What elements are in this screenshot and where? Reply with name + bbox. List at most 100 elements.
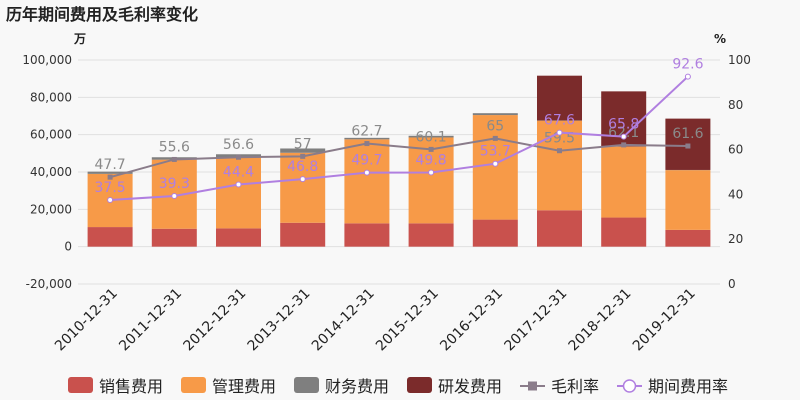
x-tick-label: 2014-12-31 <box>309 286 378 355</box>
legend-label: 管理费用 <box>212 377 276 396</box>
right-tick-label: 0 <box>728 277 736 291</box>
series-marker <box>171 192 178 199</box>
bar-segment <box>151 228 197 247</box>
series-marker <box>107 197 114 203</box>
legend[interactable]: 销售费用 管理费用 财务费用 研发费用 毛利率 期间费用率 <box>68 377 728 396</box>
series-marker <box>557 148 562 154</box>
x-tick-label: 2016-12-31 <box>437 286 506 355</box>
legend-swatch <box>68 377 93 393</box>
series-marker <box>492 135 498 141</box>
data-label: 55.6 <box>159 139 190 155</box>
legend-label: 期间费用率 <box>648 377 728 396</box>
series-marker <box>299 176 306 183</box>
legend-swatch <box>181 377 206 393</box>
bar-segment <box>280 148 326 153</box>
data-label: 60.1 <box>416 129 447 145</box>
series-marker <box>236 154 241 160</box>
bar-segment <box>87 171 133 174</box>
x-tick-label: 2011-12-31 <box>116 286 185 355</box>
data-label: 53.7 <box>480 144 511 160</box>
bar-segment <box>537 75 582 121</box>
series-marker <box>300 153 306 159</box>
x-tick-label: 2019-12-31 <box>630 286 699 355</box>
right-axis-ticks: 0 20 40 60 80 100 <box>728 53 751 291</box>
bar-segment <box>216 157 261 229</box>
series-line <box>109 137 688 179</box>
right-tick-label: 60 <box>728 143 743 157</box>
series-marker <box>620 133 627 140</box>
legend-swatch-marker <box>528 381 537 391</box>
data-label: 61.6 <box>672 126 703 142</box>
x-tick-label: 2010-12-31 <box>52 286 121 355</box>
bar-segment <box>216 228 261 247</box>
data-label: 59.5 <box>544 131 575 147</box>
bar-segment <box>344 223 390 247</box>
bar-segment <box>280 152 326 223</box>
data-label: 62.7 <box>351 124 382 140</box>
data-label: 37.5 <box>95 180 126 196</box>
bar-segment <box>537 120 582 211</box>
data-label: 46.8 <box>287 159 318 175</box>
bar-segment <box>472 113 518 116</box>
left-tick-label: 40,000 <box>30 165 72 179</box>
series-marker <box>684 73 691 80</box>
right-tick-label: 40 <box>728 187 743 201</box>
left-tick-label: 100,000 <box>22 53 72 67</box>
bar-segment <box>344 137 390 140</box>
x-tick-label: 2013-12-31 <box>245 286 314 355</box>
data-label: 56.6 <box>223 137 254 153</box>
data-label: 44.4 <box>223 165 254 181</box>
right-axis-unit: % <box>714 32 726 46</box>
legend-swatch <box>294 377 319 393</box>
x-axis-ticks: 2010-12-312011-12-312012-12-312013-12-31… <box>52 286 699 355</box>
right-tick-label: 80 <box>728 98 743 112</box>
data-label: 65 <box>486 118 504 134</box>
left-tick-label: 20,000 <box>30 202 72 216</box>
bar-segment <box>280 222 326 247</box>
series-marker <box>621 142 627 148</box>
bar-segment <box>87 227 133 247</box>
x-tick-label: 2015-12-31 <box>373 286 442 355</box>
left-tick-label: -20,000 <box>26 277 72 291</box>
chart-title: 历年期间费用及毛利率变化 <box>6 5 198 24</box>
data-label: 92.6 <box>672 57 703 73</box>
left-tick-label: 0 <box>64 240 72 254</box>
x-tick-label: 2018-12-31 <box>566 286 635 355</box>
bar-segment <box>472 115 518 220</box>
series-marker <box>685 143 691 149</box>
series-line <box>110 75 689 201</box>
bar-segment <box>601 217 647 247</box>
legend-swatch-marker <box>622 379 637 393</box>
series-marker <box>171 156 177 162</box>
bar-segment <box>665 170 711 230</box>
bar-segment <box>408 135 454 138</box>
data-label: 57 <box>294 136 312 152</box>
series-marker <box>363 169 370 176</box>
data-label: 47.7 <box>95 157 126 173</box>
left-axis-ticks: -20,000 0 20,000 40,000 60,000 80,000 100,000 <box>22 53 72 291</box>
series-marker <box>364 141 370 147</box>
legend-swatch <box>407 377 432 393</box>
series-marker <box>556 129 563 136</box>
data-label: 49.8 <box>416 152 447 168</box>
left-tick-label: 60,000 <box>30 128 72 142</box>
data-label: 39.3 <box>159 176 190 192</box>
legend-label: 研发费用 <box>438 377 502 396</box>
right-tick-label: 20 <box>728 232 743 246</box>
left-tick-label: 80,000 <box>30 90 72 104</box>
bar-segment <box>537 210 582 247</box>
data-label: 67.6 <box>544 113 575 129</box>
x-tick-label: 2012-12-31 <box>180 286 249 355</box>
data-label: 65.8 <box>608 117 639 133</box>
series-marker <box>428 146 434 152</box>
bars <box>87 75 711 247</box>
legend-label: 销售费用 <box>99 377 163 396</box>
bar-segment <box>344 139 390 224</box>
legend-label: 毛利率 <box>551 377 599 396</box>
series-marker <box>492 160 499 167</box>
x-tick-label: 2017-12-31 <box>501 286 570 355</box>
left-axis-unit: 万 <box>73 32 86 46</box>
bar-segment <box>601 146 647 218</box>
